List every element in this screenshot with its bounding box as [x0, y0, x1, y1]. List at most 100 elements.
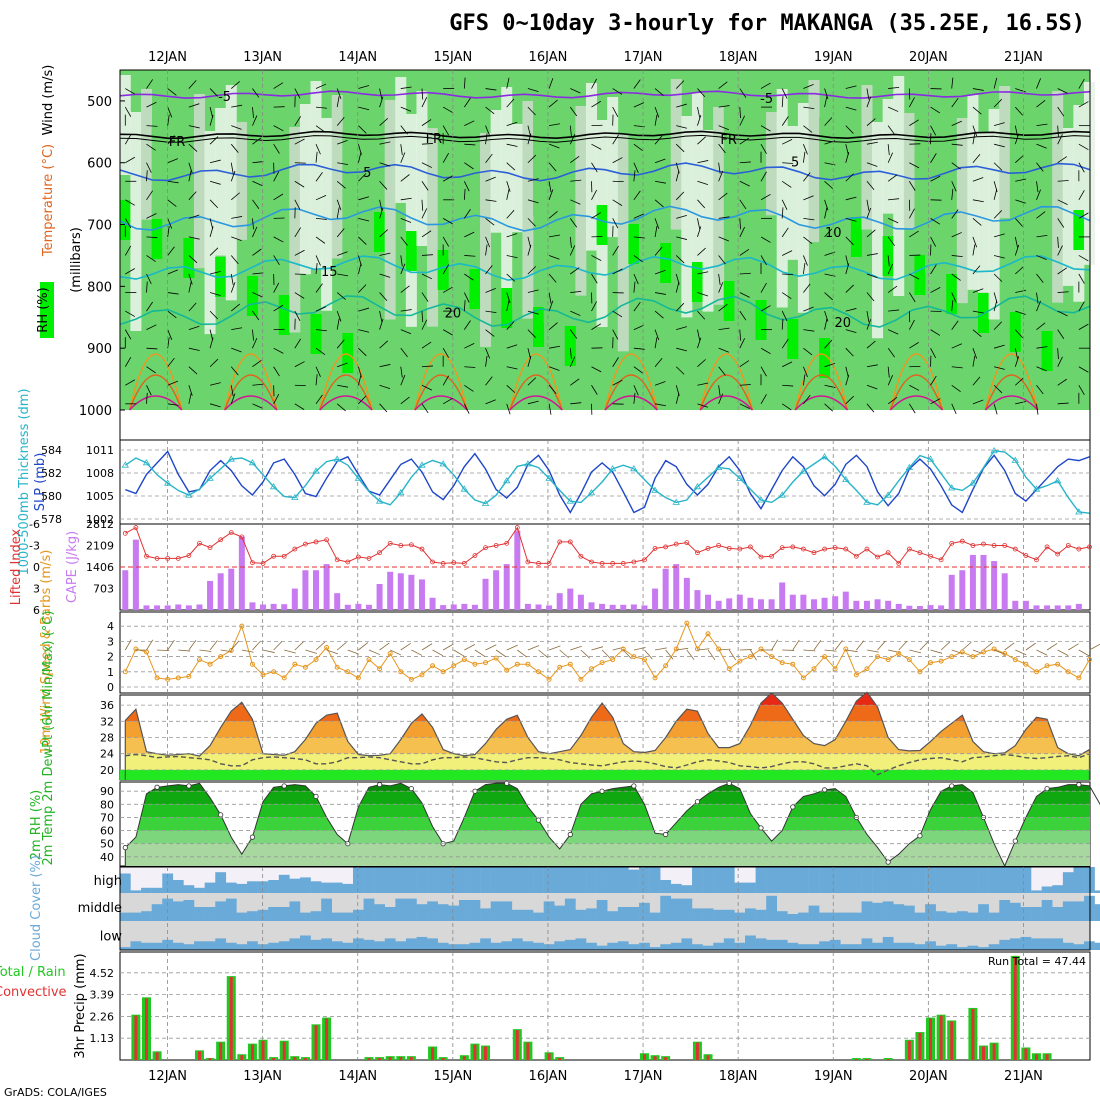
upper-wind-barb — [379, 273, 391, 278]
warm-contour-arch — [794, 353, 849, 411]
surface-wind-barb — [336, 641, 347, 651]
upper-wind-barb — [421, 273, 433, 280]
upper-wind-barb — [972, 399, 984, 405]
precip-convective-bar — [240, 1055, 244, 1060]
rh-shade-cell — [914, 90, 926, 306]
cloud-bar — [967, 945, 979, 950]
cloud-bar — [236, 912, 248, 921]
upper-wind-barb — [654, 199, 664, 208]
upper-wind-barb — [718, 304, 728, 312]
precip-convective-bar — [526, 1042, 530, 1060]
upper-wind-barb — [358, 307, 370, 312]
upper-wind-barb — [146, 213, 157, 219]
lifted-index-marker — [144, 553, 149, 559]
upper-wind-barb — [273, 82, 284, 89]
cloud-bar — [1073, 944, 1085, 950]
upper-wind-barb — [527, 377, 537, 386]
temp-band — [125, 737, 1090, 754]
upper-wind-barb — [315, 144, 321, 155]
cloud-bar — [734, 882, 746, 893]
lifted-index-marker — [377, 550, 382, 556]
upper-wind-barb — [930, 398, 941, 405]
upper-wind-barb — [909, 162, 920, 169]
precip-convective-bar — [865, 1059, 869, 1060]
cape-bar — [503, 564, 510, 610]
lifted-index-marker — [758, 554, 764, 560]
upper-wind-barb — [167, 403, 179, 406]
upper-wind-barb — [1014, 329, 1023, 339]
wind-speed-marker — [271, 669, 277, 675]
rh-moist-cell — [374, 212, 386, 252]
wind-speed-marker — [959, 649, 965, 655]
dewpoint-line — [125, 753, 1090, 776]
upper-wind-barb — [421, 311, 424, 323]
wind-speed-marker — [408, 676, 414, 682]
upper-wind-barb — [209, 136, 219, 145]
upper-wind-barb — [1057, 245, 1063, 256]
lifted-index-marker — [493, 543, 499, 548]
upper-wind-barb — [654, 158, 666, 164]
cloud-bar — [1062, 901, 1074, 921]
rh-tick-label: 50 — [100, 838, 114, 851]
wind-speed-marker — [832, 666, 838, 672]
rh-moist-cell — [405, 231, 417, 271]
upper-wind-barb — [252, 107, 254, 119]
pressure-tick-label: 1000 — [79, 404, 112, 419]
warm-contour-arch — [223, 353, 278, 411]
cape-bar — [842, 591, 849, 610]
wind-speed-marker — [525, 661, 531, 667]
upper-wind-barb — [231, 104, 243, 108]
upper-wind-barb — [802, 374, 806, 386]
lifted-index-marker — [122, 530, 128, 536]
upper-wind-barb — [887, 375, 893, 386]
upper-wind-barb — [739, 180, 750, 187]
wind-speed-marker — [938, 658, 944, 664]
upper-wind-barb — [697, 199, 706, 209]
wind-speed-marker — [652, 675, 658, 681]
cloud-bar — [405, 867, 417, 893]
cloud-bar — [458, 944, 470, 950]
upper-wind-barb — [739, 115, 745, 126]
lifted-tick-label: 3 — [33, 583, 40, 596]
upper-wind-barb — [1078, 78, 1085, 89]
precip-convective-bar — [399, 1057, 403, 1060]
upper-wind-barb — [845, 217, 857, 222]
upper-wind-barb — [1057, 134, 1063, 145]
rh-moist-cell — [501, 288, 513, 328]
surface-wind-barb — [1057, 649, 1069, 656]
upper-wind-barb — [358, 151, 362, 163]
cloud-bar — [988, 867, 1000, 893]
upper-wind-barb — [294, 138, 305, 145]
upper-wind-barb — [188, 392, 192, 404]
upper-wind-barb — [633, 170, 636, 182]
surface-wind-barb — [771, 639, 779, 651]
lifted-index-marker — [970, 543, 976, 548]
cape-bar — [196, 604, 203, 610]
upper-wind-barb — [230, 393, 236, 404]
cloud-bar — [1020, 907, 1032, 921]
upper-wind-barb — [548, 403, 552, 415]
wind-speed-marker — [991, 646, 997, 652]
upper-wind-barb — [803, 217, 815, 221]
cloud-bar — [978, 947, 989, 950]
precip-convective-bar — [992, 1043, 996, 1060]
upper-wind-barb — [570, 378, 580, 386]
rh-shade-cell — [903, 113, 915, 230]
upper-wind-barb — [273, 193, 284, 201]
upper-wind-barb — [485, 133, 488, 145]
rh-moist-cell — [787, 319, 799, 359]
upper-wind-barb — [506, 181, 511, 192]
wind-speed-marker — [366, 657, 372, 663]
upper-wind-barb — [1036, 322, 1046, 330]
upper-wind-barb — [1057, 291, 1069, 293]
wind-speed-marker — [493, 655, 499, 661]
cloud-bar — [321, 938, 333, 950]
upper-wind-barb — [824, 199, 829, 211]
upper-wind-barb — [315, 83, 327, 89]
upper-wind-barb — [570, 199, 581, 205]
upper-wind-barb — [866, 141, 878, 145]
rh-marker — [567, 831, 573, 838]
rh-shade-cell — [670, 79, 682, 230]
cloud-bar — [416, 904, 428, 921]
